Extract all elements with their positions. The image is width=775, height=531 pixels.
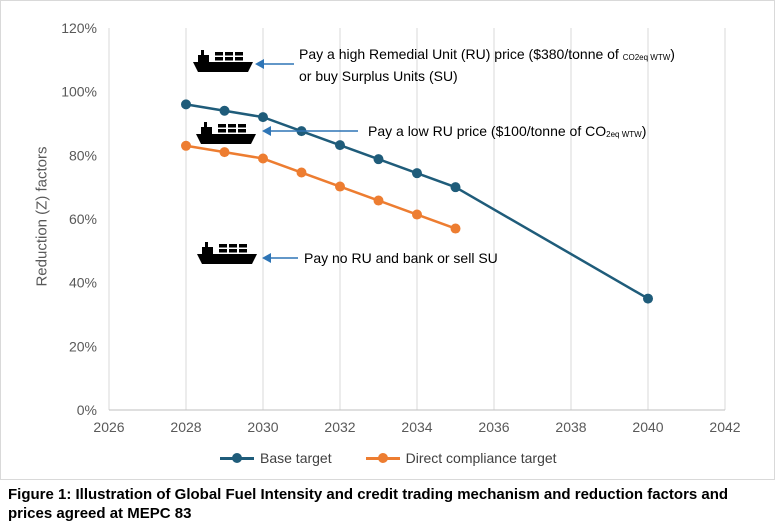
x-tick-label: 2026 xyxy=(93,419,124,435)
data-point xyxy=(412,209,422,220)
data-point xyxy=(219,105,230,116)
x-tick-label: 2030 xyxy=(247,419,278,435)
ship-icon xyxy=(193,50,253,72)
annotation-high-ru: Pay a high Remedial Unit (RU) price ($38… xyxy=(299,45,675,85)
y-axis-label: Reduction (Z) factors xyxy=(33,146,51,287)
y-tick-label: 80% xyxy=(69,147,97,163)
data-point xyxy=(373,154,384,165)
data-point xyxy=(296,167,307,178)
annotation-low-ru: Pay a low RU price ($100/tonne of CO2eq … xyxy=(368,122,646,144)
legend: Base target Direct compliance target xyxy=(220,447,591,469)
x-tick-label: 2028 xyxy=(170,419,201,435)
line-chart: 2026 2028 2030 2032 2034 2036 2038 2040 2042 0% 20… xyxy=(61,20,741,435)
legend-item-base: Base target xyxy=(220,450,332,466)
legend-item-direct: Direct compliance target xyxy=(365,450,557,466)
data-point xyxy=(450,223,461,234)
annotation-low-ru-text: Pay a low RU price ($100/tonne of CO xyxy=(368,123,607,139)
legend-swatch-base xyxy=(220,451,254,465)
data-point xyxy=(258,153,268,164)
figure-caption: Figure 1: Illustration of Global Fuel In… xyxy=(8,486,729,522)
ship-icon xyxy=(197,242,257,264)
data-point xyxy=(335,181,345,192)
data-point xyxy=(258,112,268,123)
data-point xyxy=(181,99,191,110)
annotation-arrow-head xyxy=(262,126,271,136)
y-tick-label: 60% xyxy=(69,211,97,227)
y-tick-label: 20% xyxy=(69,338,97,354)
annotation-high-ru-sub: CO2eq WTW xyxy=(622,53,671,62)
y-tick-label: 100% xyxy=(61,84,97,100)
legend-swatch-direct xyxy=(365,451,400,465)
annotation-low-ru-sub: 2eq WTW xyxy=(606,130,642,139)
data-point xyxy=(219,147,230,158)
x-tick-label: 2034 xyxy=(401,419,432,435)
x-tick-label: 2038 xyxy=(555,419,586,435)
legend-label-base: Base target xyxy=(260,450,332,466)
annotation-arrow-head xyxy=(262,253,271,263)
series-line-direct xyxy=(185,144,456,230)
annotation-low-ru-close: ) xyxy=(641,123,647,139)
legend-label-direct: Direct compliance target xyxy=(405,450,557,466)
data-point xyxy=(643,293,653,304)
annotation-no-ru-text: Pay no RU and bank or sell SU xyxy=(304,250,498,266)
annotation-no-ru: Pay no RU and bank or sell SU xyxy=(304,249,498,267)
annotation-high-ru-line2: or buy Surplus Units (SU) xyxy=(299,68,458,84)
y-tick-label: 0% xyxy=(77,402,97,418)
x-tick-label: 2040 xyxy=(632,419,663,435)
annotation-arrow-head xyxy=(255,59,264,69)
ship-icon xyxy=(196,122,256,144)
data-point xyxy=(450,182,461,193)
data-point xyxy=(412,168,422,179)
x-tick-label: 2042 xyxy=(709,419,740,435)
data-point xyxy=(181,140,191,151)
annotation-high-ru-text: Pay a high Remedial Unit (RU) price ($38… xyxy=(299,46,623,62)
data-point xyxy=(335,140,345,151)
x-tick-label: 2032 xyxy=(324,419,355,435)
x-tick-label: 2036 xyxy=(478,419,509,435)
data-point xyxy=(373,195,384,206)
annotation-high-ru-close: ) xyxy=(670,46,675,62)
y-tick-label: 120% xyxy=(61,20,97,36)
y-tick-label: 40% xyxy=(69,275,97,291)
